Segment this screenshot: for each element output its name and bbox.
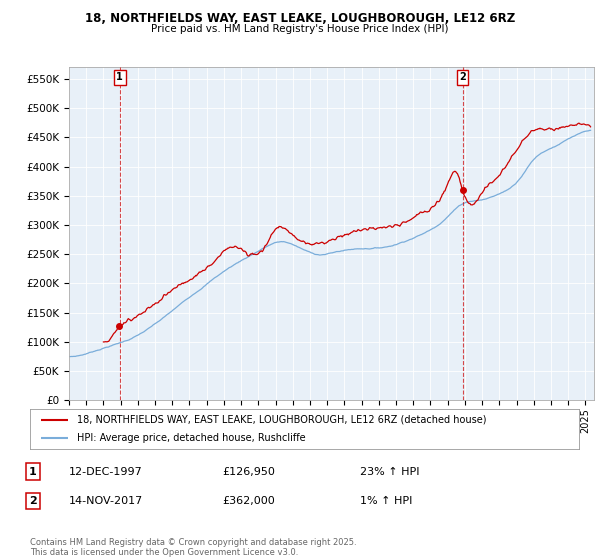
Text: 12-DEC-1997: 12-DEC-1997 [69, 466, 143, 477]
Text: Contains HM Land Registry data © Crown copyright and database right 2025.
This d: Contains HM Land Registry data © Crown c… [30, 538, 356, 557]
Text: 2: 2 [29, 496, 37, 506]
Text: 18, NORTHFIELDS WAY, EAST LEAKE, LOUGHBOROUGH, LE12 6RZ: 18, NORTHFIELDS WAY, EAST LEAKE, LOUGHBO… [85, 12, 515, 25]
Text: 1: 1 [116, 72, 123, 82]
Text: £362,000: £362,000 [222, 496, 275, 506]
Text: 18, NORTHFIELDS WAY, EAST LEAKE, LOUGHBOROUGH, LE12 6RZ (detached house): 18, NORTHFIELDS WAY, EAST LEAKE, LOUGHBO… [77, 415, 486, 424]
Text: 1: 1 [29, 466, 37, 477]
Text: 1% ↑ HPI: 1% ↑ HPI [360, 496, 412, 506]
Text: Price paid vs. HM Land Registry's House Price Index (HPI): Price paid vs. HM Land Registry's House … [151, 24, 449, 34]
Text: 2: 2 [459, 72, 466, 82]
Text: HPI: Average price, detached house, Rushcliffe: HPI: Average price, detached house, Rush… [77, 433, 305, 443]
Text: 23% ↑ HPI: 23% ↑ HPI [360, 466, 419, 477]
Text: 14-NOV-2017: 14-NOV-2017 [69, 496, 143, 506]
Text: £126,950: £126,950 [222, 466, 275, 477]
